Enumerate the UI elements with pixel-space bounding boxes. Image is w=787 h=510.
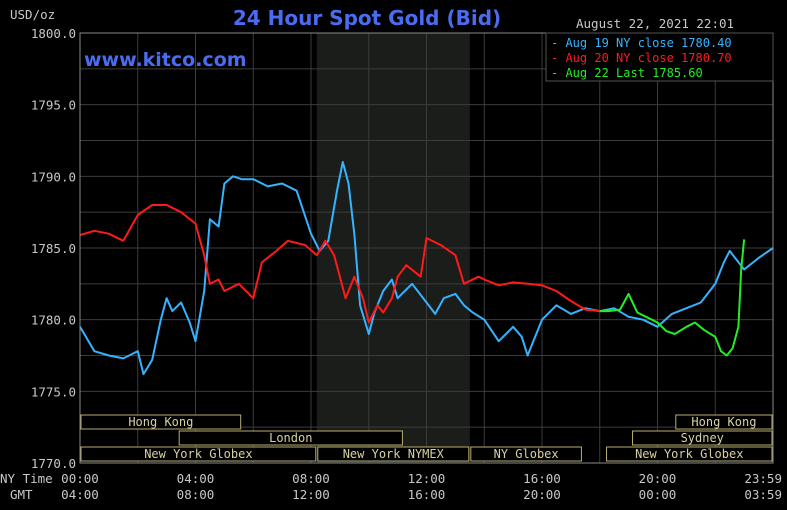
y-tick-label: 1800.0 — [31, 26, 76, 41]
y-tick-label: 1785.0 — [31, 241, 76, 256]
x-tick-label-ny: 04:00 — [177, 471, 215, 486]
x-tick-label-ny: 00:00 — [61, 471, 99, 486]
watermark-text: www.kitco.com — [84, 49, 247, 71]
plot-frame — [79, 32, 774, 464]
session-bar — [80, 446, 317, 462]
x-tick-label-gmt: 16:00 — [408, 487, 446, 502]
session-label: NY Globex — [494, 447, 559, 461]
session-label: New York Globex — [635, 447, 743, 461]
session-bar — [470, 446, 582, 462]
y-axis-unit-label: USD/oz — [10, 7, 55, 22]
session-bar — [80, 414, 242, 430]
session-bars-layer: Hong Kong Hong Kong London Sydney New York G… — [80, 414, 773, 462]
y-tick-label: 1775.0 — [31, 384, 76, 399]
chart-title: 24 Hour Spot Gold (Bid) — [233, 6, 501, 30]
session-bar — [178, 430, 403, 446]
x-tick-labels: NY Time GMT 00:00 04:00 08:00 12:00 16:00 20:… — [0, 471, 782, 502]
session-label: Hong Kong — [691, 415, 756, 429]
series-layer — [79, 161, 774, 376]
x-tick-label-gmt: 04:00 — [61, 487, 99, 502]
session-label: Hong Kong — [128, 415, 193, 429]
series-line — [79, 161, 774, 376]
y-tick-labels: 1800.0 1795.0 1790.0 1785.0 1780.0 1775.0 1770… — [31, 26, 76, 471]
legend-box — [545, 32, 774, 82]
y-tick-label: 1790.0 — [31, 169, 76, 184]
grid-layer — [79, 32, 774, 464]
legend-entry: - Aug 20 NY close 1780.70 — [551, 51, 732, 65]
session-label: London — [269, 431, 312, 445]
session-bar — [317, 446, 470, 462]
x-tick-label-gmt: 00:00 — [639, 487, 677, 502]
legend-entry: - Aug 22 Last 1785.60 — [551, 66, 703, 80]
legend-entry: - Aug 19 NY close 1780.40 — [551, 36, 732, 50]
session-label: Sydney — [681, 431, 724, 445]
ny-time-label: NY Time — [0, 471, 53, 486]
session-bar — [606, 446, 773, 462]
session-bar — [632, 430, 773, 446]
session-label: New York Globex — [144, 447, 252, 461]
x-tick-label-ny: 16:00 — [523, 471, 561, 486]
y-tick-label: 1795.0 — [31, 98, 76, 113]
x-tick-label-gmt: 08:00 — [177, 487, 215, 502]
x-tick-label-gmt: 12:00 — [292, 487, 330, 502]
legend: - Aug 19 NY close 1780.40- Aug 20 NY clo… — [545, 32, 774, 82]
y-tick-label: 1770.0 — [31, 456, 76, 471]
gmt-label: GMT — [10, 487, 33, 502]
x-tick-label-ny: 08:00 — [292, 471, 330, 486]
x-tick-label-ny: 12:00 — [408, 471, 446, 486]
session-label: New York NYMEX — [343, 447, 445, 461]
session-bar — [675, 414, 773, 430]
series-line — [599, 239, 746, 357]
chart-timestamp: August 22, 2021 22:01 — [576, 16, 734, 31]
x-tick-label-gmt: 20:00 — [523, 487, 561, 502]
y-tick-label: 1780.0 — [31, 313, 76, 328]
series-line — [79, 204, 600, 324]
x-tick-label-gmt: 03:59 — [744, 487, 782, 502]
x-tick-label-ny: 20:00 — [639, 471, 677, 486]
x-tick-label-ny: 23:59 — [744, 471, 782, 486]
